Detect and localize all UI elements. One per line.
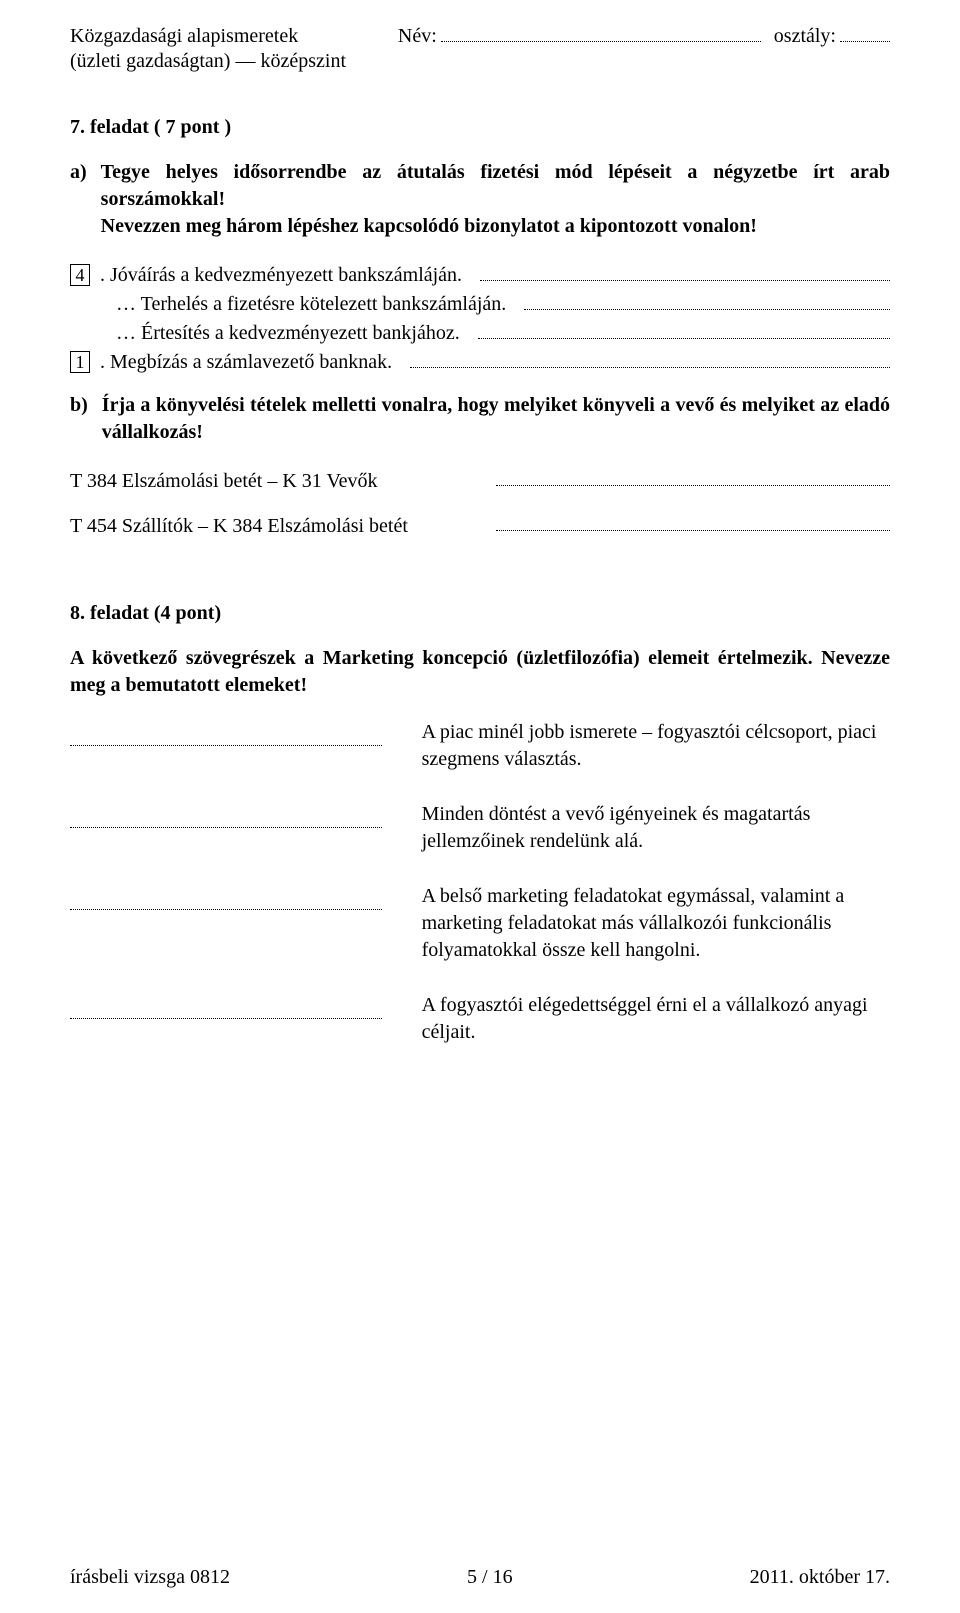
step-blank[interactable] <box>410 350 890 368</box>
marketing-row: A fogyasztói elégedettséggel érni el a v… <box>70 992 890 1046</box>
step-row: … Terhelés a fizetésre kötelezett banksz… <box>70 291 890 318</box>
task7-steps: 4 . Jóváírás a kedvezményezett bankszáml… <box>70 262 890 376</box>
header-left: Közgazdasági alapismeretek (üzleti gazda… <box>70 24 346 74</box>
marketing-blank[interactable] <box>70 806 382 828</box>
task7-a-text-1: Tegye helyes idősorrendbe az átutalás fi… <box>101 161 890 210</box>
step-blank[interactable] <box>478 321 890 339</box>
step-text: … Terhelés a fizetésre kötelezett banksz… <box>116 291 506 318</box>
spacer <box>70 558 890 588</box>
entry-blank[interactable] <box>496 513 890 531</box>
task7-b-label: b) <box>70 392 88 446</box>
marketing-desc: A belső marketing feladatokat egymással,… <box>382 883 890 964</box>
step-num-box[interactable]: 4 <box>70 264 90 286</box>
marketing-desc: A fogyasztói elégedettséggel érni el a v… <box>382 992 890 1046</box>
name-label: Név: <box>398 24 437 49</box>
entry-row-1: T 384 Elszámolási betét – K 31 Vevők <box>70 468 890 495</box>
step-row: … Értesítés a kedvezményezett bankjához. <box>70 320 890 347</box>
task8-title: 8. feladat (4 pont) <box>70 600 890 627</box>
header-left-line2: (üzleti gazdaságtan) — középszint <box>70 49 346 74</box>
step-blank[interactable] <box>480 263 890 281</box>
page: Közgazdasági alapismeretek (üzleti gazda… <box>0 0 960 1613</box>
task7-a-text: Tegye helyes idősorrendbe az átutalás fi… <box>101 159 890 240</box>
task7-a-text-2: Nevezzen meg három lépéshez kapcsolódó b… <box>101 215 757 237</box>
task7-a-label: a) <box>70 159 87 240</box>
entry-row-2: T 454 Szállítók – K 384 Elszámolási beté… <box>70 513 890 540</box>
task7-a: a) Tegye helyes idősorrendbe az átutalás… <box>70 159 890 240</box>
marketing-blank[interactable] <box>70 724 382 746</box>
name-blank[interactable] <box>441 24 761 42</box>
task7-b: b) Írja a könyvelési tételek melletti vo… <box>70 392 890 446</box>
footer-center: 5 / 16 <box>467 1566 513 1589</box>
task7-b-text: Írja a könyvelési tételek melletti vonal… <box>102 392 890 446</box>
marketing-row: A belső marketing feladatokat egymással,… <box>70 883 890 964</box>
step-row: 4 . Jóváírás a kedvezményezett bankszáml… <box>70 262 890 289</box>
step-blank[interactable] <box>524 292 890 310</box>
marketing-desc: Minden döntést a vevő igényeinek és maga… <box>382 801 890 855</box>
task8-intro: A következő szövegrészek a Marketing kon… <box>70 645 890 699</box>
footer-left: írásbeli vizsga 0812 <box>70 1566 230 1589</box>
entry-left: T 454 Szállítók – K 384 Elszámolási beté… <box>70 513 496 540</box>
step-text: … Értesítés a kedvezményezett bankjához. <box>116 320 460 347</box>
marketing-desc: A piac minél jobb ismerete – fogyasztói … <box>382 719 890 773</box>
step-text: . Megbízás a számlavezető banknak. <box>100 349 392 376</box>
footer-right: 2011. október 17. <box>750 1566 890 1589</box>
page-header: Közgazdasági alapismeretek (üzleti gazda… <box>70 24 890 74</box>
class-label: osztály: <box>774 24 836 49</box>
header-left-line1: Közgazdasági alapismeretek <box>70 24 346 49</box>
marketing-blank[interactable] <box>70 888 382 910</box>
step-row: 1 . Megbízás a számlavezető banknak. <box>70 349 890 376</box>
step-num-box[interactable]: 1 <box>70 351 90 373</box>
content: 7. feladat ( 7 pont ) a) Tegye helyes id… <box>70 102 890 1526</box>
marketing-blank[interactable] <box>70 997 382 1019</box>
entry-blank[interactable] <box>496 468 890 486</box>
class-blank[interactable] <box>840 24 890 42</box>
entry-left: T 384 Elszámolási betét – K 31 Vevők <box>70 468 496 495</box>
header-right: Név: osztály: <box>398 24 890 49</box>
marketing-row: A piac minél jobb ismerete – fogyasztói … <box>70 719 890 773</box>
step-text: . Jóváírás a kedvezményezett bankszámláj… <box>100 262 462 289</box>
page-footer: írásbeli vizsga 0812 5 / 16 2011. októbe… <box>70 1526 890 1589</box>
task7-title: 7. feladat ( 7 pont ) <box>70 114 890 141</box>
marketing-row: Minden döntést a vevő igényeinek és maga… <box>70 801 890 855</box>
